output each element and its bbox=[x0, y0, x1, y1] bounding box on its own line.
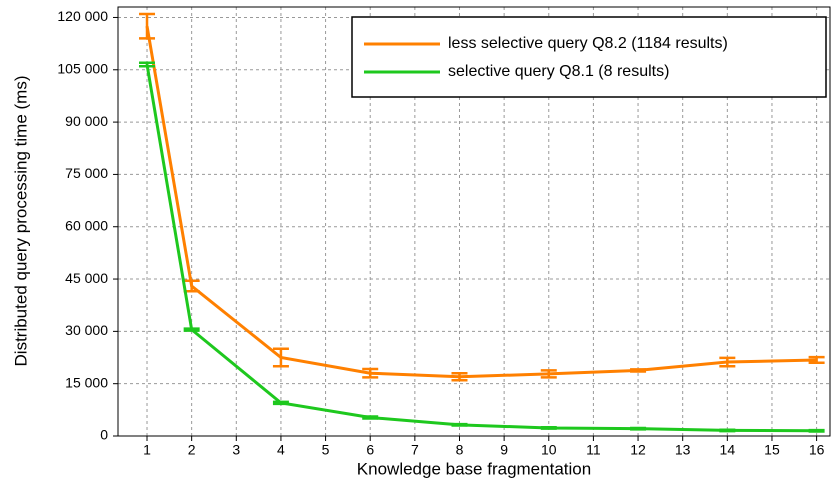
x-tick-label: 2 bbox=[188, 442, 196, 458]
error-bar bbox=[719, 428, 736, 433]
error-bar bbox=[808, 428, 825, 433]
y-tick-label: 120 000 bbox=[57, 8, 108, 24]
x-tick-label: 1 bbox=[143, 442, 151, 458]
y-tick-label: 15 000 bbox=[65, 374, 108, 390]
error-bar bbox=[808, 355, 825, 365]
y-tick-label: 60 000 bbox=[65, 217, 108, 233]
error-bar bbox=[139, 61, 156, 68]
error-bar bbox=[139, 12, 156, 40]
x-tick-label: 15 bbox=[764, 442, 780, 458]
y-tick-label: 45 000 bbox=[65, 270, 108, 286]
error-bar bbox=[540, 369, 557, 379]
error-bar bbox=[272, 347, 289, 368]
error-bar bbox=[272, 400, 289, 406]
error-bar bbox=[183, 327, 200, 332]
x-tick-label: 8 bbox=[456, 442, 464, 458]
x-tick-label: 12 bbox=[630, 442, 646, 458]
error-bar bbox=[719, 356, 736, 368]
x-tick-label: 16 bbox=[809, 442, 825, 458]
x-tick-label: 10 bbox=[541, 442, 557, 458]
x-tick-label: 5 bbox=[322, 442, 330, 458]
y-tick-label: 90 000 bbox=[65, 113, 108, 129]
error-bar bbox=[362, 415, 379, 420]
plot-frame bbox=[117, 6, 831, 437]
error-bar bbox=[540, 426, 557, 430]
x-tick-label: 3 bbox=[232, 442, 240, 458]
x-tick-label: 13 bbox=[675, 442, 691, 458]
error-bar bbox=[630, 368, 647, 373]
y-axis-label: Distributed query processing time (ms) bbox=[11, 76, 30, 367]
legend-label: less selective query Q8.2 (1184 results) bbox=[448, 35, 728, 52]
x-tick-label: 11 bbox=[586, 442, 601, 458]
legend-box bbox=[351, 16, 827, 98]
x-tick-label: 14 bbox=[720, 442, 736, 458]
y-tick-label: 0 bbox=[100, 427, 108, 443]
y-tick-label: 30 000 bbox=[65, 322, 108, 338]
x-tick-label: 7 bbox=[411, 442, 419, 458]
x-tick-label: 6 bbox=[366, 442, 374, 458]
x-axis-label: Knowledge base fragmentation bbox=[357, 459, 591, 478]
legend-label: selective query Q8.1 (8 results) bbox=[448, 63, 669, 80]
error-bar bbox=[451, 371, 468, 382]
x-tick-label: 4 bbox=[277, 442, 285, 458]
error-bar bbox=[362, 367, 379, 379]
x-tick-label: 9 bbox=[500, 442, 508, 458]
error-bar bbox=[451, 422, 468, 427]
error-bar bbox=[630, 426, 647, 431]
y-tick-label: 105 000 bbox=[57, 60, 108, 76]
y-tick-label: 75 000 bbox=[65, 165, 108, 181]
